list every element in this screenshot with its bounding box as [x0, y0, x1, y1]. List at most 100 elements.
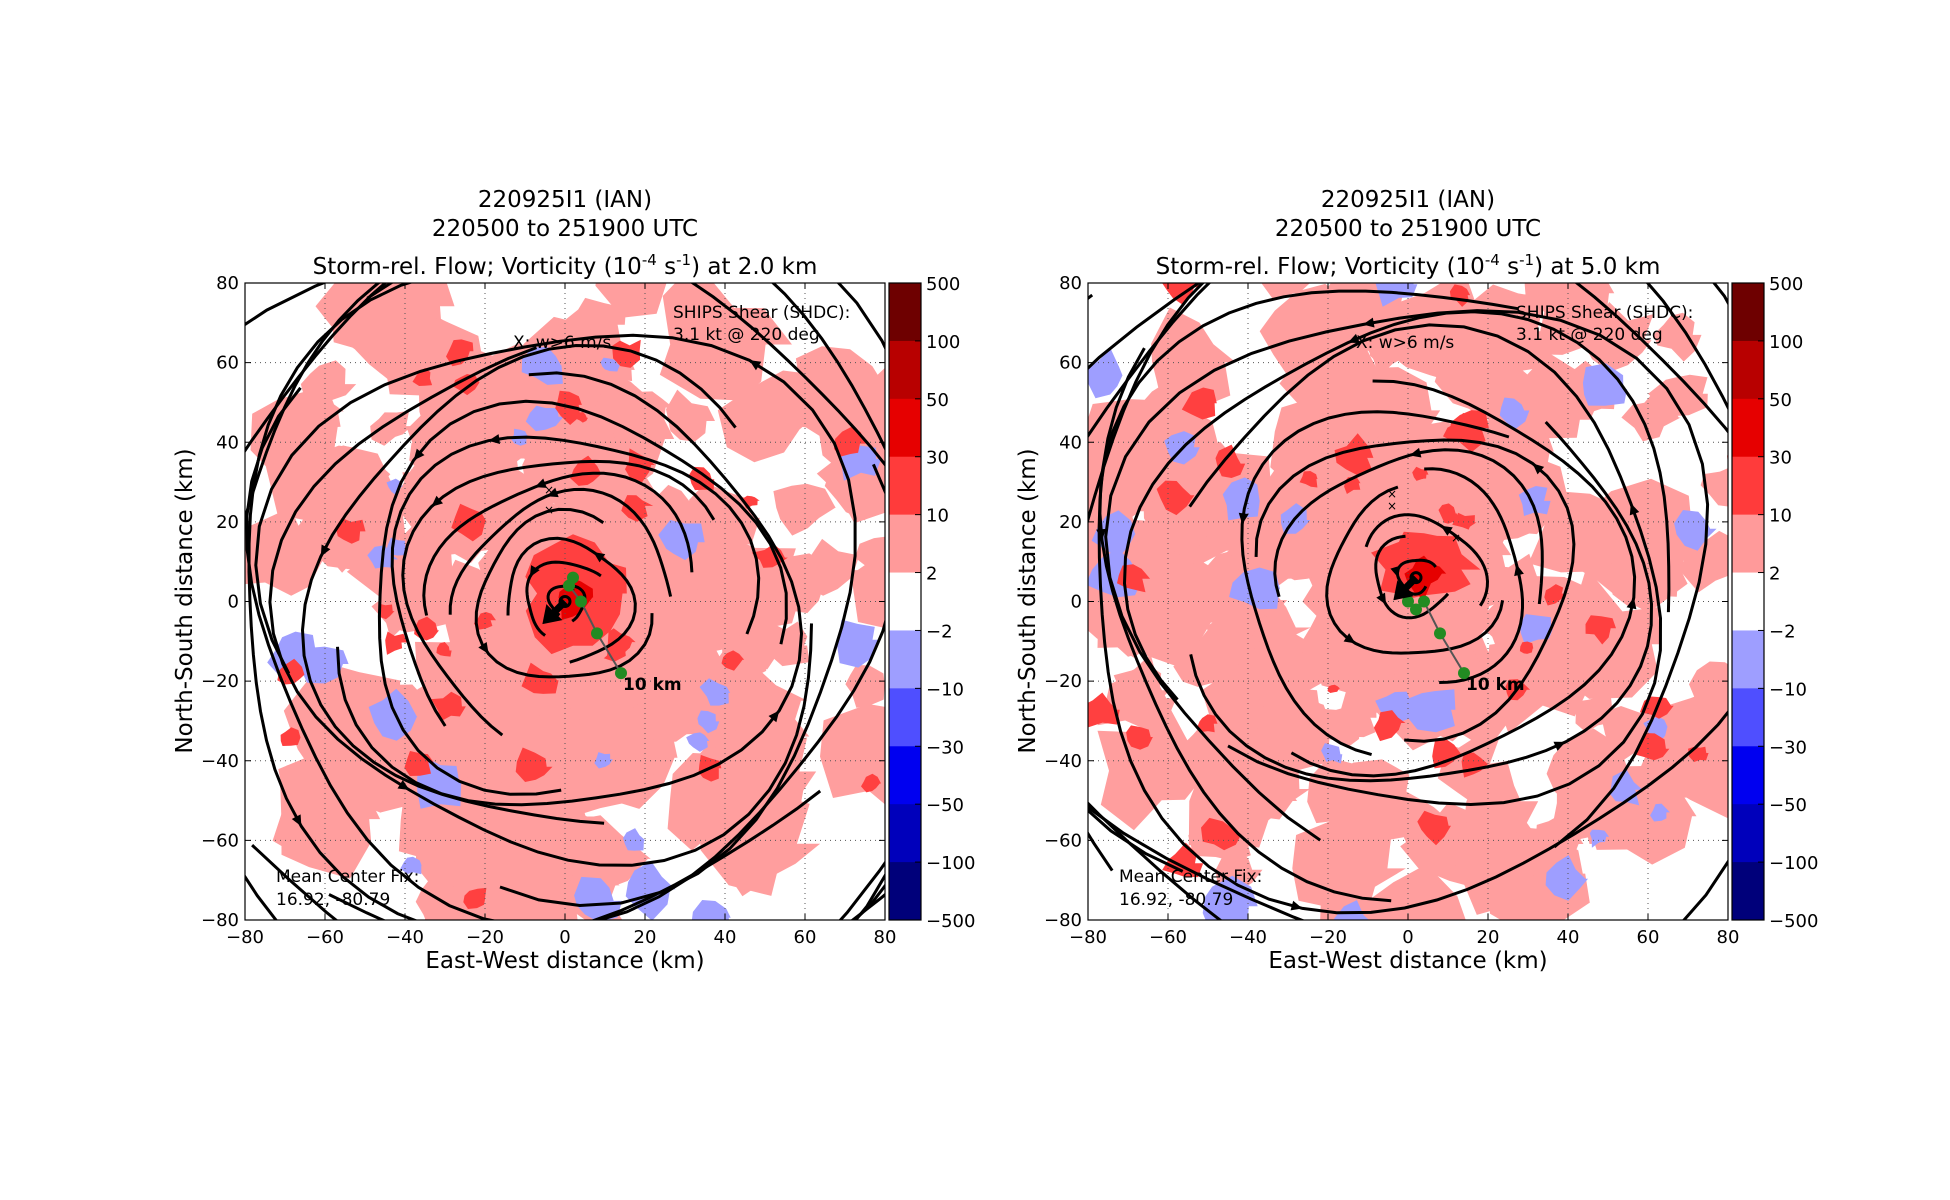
- y-tick-label: 40: [1059, 432, 1082, 453]
- shear-label-line-1: SHIPS Shear (SHDC):: [1516, 303, 1693, 323]
- streamline-arrow-icon: [1347, 333, 1360, 344]
- center-fix-label-line-1: Mean Center Fix:: [1119, 867, 1262, 887]
- vorticity-patch-positive: [1327, 759, 1422, 850]
- vorticity-patch-moderate: [521, 662, 559, 694]
- vorticity-patch-positive: [245, 507, 324, 596]
- vorticity-patch-moderate: [436, 642, 452, 657]
- vorticity-patch-moderate: [280, 727, 301, 746]
- colorbar-segment: [1732, 630, 1764, 689]
- center-track-point: [575, 595, 587, 608]
- y-tick-label: 60: [216, 353, 239, 374]
- streamline-arrow-icon: [938, 580, 948, 591]
- vorticity-patch-positive: [285, 747, 335, 799]
- streamline-arrow-icon: [1390, 565, 1401, 578]
- vorticity-patch-positive: [1524, 283, 1573, 310]
- colorbar-segment: [889, 804, 921, 863]
- vorticity-patch-negative: [609, 971, 635, 996]
- vorticity-patch-negative: [1650, 803, 1671, 822]
- colorbar-tick-label: 100: [926, 332, 960, 353]
- vorticity-patch-positive: [1621, 385, 1681, 442]
- vorticity-patch-positive: [851, 543, 885, 628]
- shear-label-line-1: SHIPS Shear (SHDC):: [673, 303, 850, 323]
- streamline-arrow-icon: [1629, 503, 1640, 516]
- x-tick-label: −40: [1229, 927, 1267, 948]
- vorticity-patch-positive: [1653, 312, 1702, 362]
- vorticity-patch-negative: [525, 405, 564, 432]
- w-max-marker: ×: [1387, 499, 1397, 513]
- panel-title-line-1: 220925I1 (IAN): [478, 187, 652, 213]
- streamlines-5km: [969, 269, 1728, 920]
- x-tick-label: 80: [1717, 927, 1740, 948]
- track-scale-label: 10 km: [1466, 675, 1525, 695]
- y-axis-label-2km: North-South distance (km): [172, 448, 198, 753]
- colorbar-5km: 500 100 50 30 10 2 −2 −10 −30 −50 −100 −500: [1731, 274, 1818, 932]
- colorbar-tick-label: −10: [926, 679, 964, 700]
- vorticity-patch-positive: [729, 620, 792, 670]
- vorticity-patch-moderate: [473, 612, 496, 630]
- vorticity-patch-positive: [1363, 864, 1466, 920]
- vorticity-patch-positive: [429, 774, 505, 845]
- vorticity-patch-negative: [686, 732, 710, 752]
- vorticity-patch-positive: [280, 771, 381, 879]
- track-scale-label: 10 km: [623, 675, 682, 695]
- y-axis-label-5km: North-South distance (km): [1015, 448, 1041, 753]
- vorticity-patch-moderate: [431, 691, 466, 722]
- vorticity-patch-negative: [1321, 743, 1343, 764]
- colorbar-segment: [1732, 340, 1764, 400]
- storm-center-marker: [558, 595, 572, 608]
- vorticity-patch-moderate: [277, 658, 305, 685]
- x-tick-label: −20: [466, 927, 504, 948]
- center-track-point: [1458, 667, 1470, 680]
- x-tick-label: −80: [1069, 927, 1107, 948]
- w-max-note: X: w>6 m/s: [1356, 333, 1454, 353]
- streamline-arrow-icon: [1003, 463, 1013, 475]
- vorticity-patch-moderate: [1544, 584, 1566, 606]
- panel-2km: 220925I1 (IAN) 220500 to 251900 UTC Stor…: [172, 187, 948, 1072]
- vorticity-patch-positive: [824, 463, 885, 521]
- x-tick-label: −20: [1309, 927, 1347, 948]
- w-max-marker: ×: [1451, 531, 1461, 545]
- plot-area-5km: ×××: [969, 269, 1728, 920]
- colorbar-segment: [1732, 456, 1764, 516]
- streamline-arrow-icon: [1553, 741, 1566, 751]
- streamline: [390, 435, 761, 727]
- x-tick-label: 40: [714, 927, 737, 948]
- colorbar-tick-label: −2: [926, 621, 953, 642]
- x-tick-label: −60: [306, 927, 344, 948]
- y-tick-label: −20: [201, 671, 239, 692]
- vorticity-patch-negative: [623, 828, 646, 851]
- colorbar-tick-label: −50: [926, 795, 964, 816]
- vorticity-patch-moderate: [385, 631, 407, 655]
- center-track-point: [1410, 603, 1422, 616]
- shear-label-line-2: 3.1 kt @ 220 deg: [673, 325, 820, 345]
- vorticity-patch-positive: [370, 410, 411, 446]
- y-tick-label: 0: [228, 592, 239, 613]
- x-tick-label: 20: [1477, 927, 1500, 948]
- streamline-arrow-icon: [597, 1062, 608, 1072]
- plot-area-2km: ××: [245, 283, 948, 1072]
- colorbar-tick-label: 2: [926, 564, 937, 585]
- vorticity-patch-moderate: [1126, 725, 1153, 750]
- y-tick-label: 80: [1059, 273, 1082, 294]
- streamline-arrow-icon: [969, 391, 979, 403]
- vorticity-patch-negative: [1499, 397, 1530, 430]
- panel-title-line-3: Storm-rel. Flow; Vorticity (10-4 s-1) at…: [313, 251, 818, 280]
- vorticity-patch-moderate: [1156, 480, 1195, 516]
- streamline-arrow-icon: [478, 641, 489, 654]
- vorticity-patch-positive: [1261, 283, 1311, 299]
- vorticity-patch-moderate: [378, 604, 395, 620]
- colorbar-tick-label: −30: [1769, 737, 1807, 758]
- vorticity-patch-positive: [1245, 631, 1316, 703]
- streamline-arrow-icon: [1037, 269, 1049, 280]
- center-fix-label-line-2: 16.92, -80.79: [1119, 890, 1233, 910]
- colorbar-tick-label: −500: [1769, 911, 1818, 932]
- streamline: [1088, 283, 1728, 525]
- vorticity-patch-positive: [1343, 360, 1397, 403]
- vorticity-patch-negative: [600, 357, 620, 372]
- streamline: [1188, 323, 1663, 807]
- vorticity-patch-moderate: [721, 650, 745, 671]
- vorticity-patch-negative: [1674, 510, 1717, 551]
- colorbar-tick-label: −2: [1769, 621, 1796, 642]
- colorbar-tick-label: 10: [1769, 506, 1792, 527]
- streamline: [1088, 283, 1728, 873]
